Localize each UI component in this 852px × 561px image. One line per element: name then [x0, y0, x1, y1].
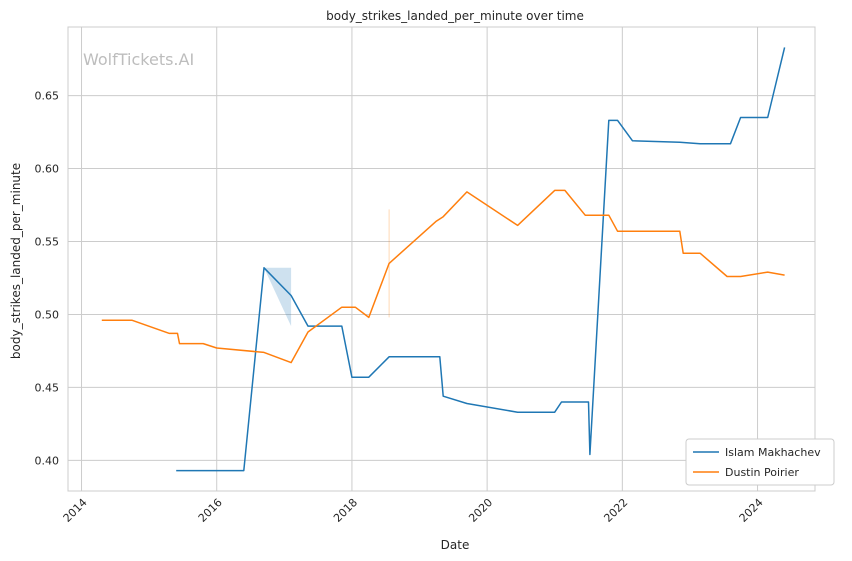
y-axis-ticks: 0.40 0.45 0.50 0.55 0.60 0.65 [35, 90, 60, 468]
legend-label-islam-makhachev: Islam Makhachev [725, 446, 821, 459]
series-line-islam-makhachev [176, 47, 786, 472]
grid [68, 27, 815, 491]
legend: Islam Makhachev Dustin Poirier [685, 438, 835, 486]
y-tick-label: 0.50 [35, 308, 60, 321]
y-tick-label: 0.40 [35, 454, 60, 467]
y-axis-label: body_strikes_landed_per_minute [9, 163, 23, 359]
band-islam-makhachev [264, 267, 292, 327]
y-tick-label: 0.45 [35, 381, 60, 394]
legend-frame [685, 438, 835, 486]
watermark: WolfTickets.AI [83, 50, 194, 69]
y-tick-label: 0.60 [35, 163, 60, 176]
chart-title: body_strikes_landed_per_minute over time [326, 9, 584, 23]
series-line-dustin-poirier [101, 189, 785, 364]
y-tick-label: 0.65 [35, 90, 60, 103]
series-lines [101, 47, 786, 472]
legend-label-dustin-poirier: Dustin Poirier [725, 466, 799, 479]
y-tick-label: 0.55 [35, 235, 60, 248]
x-axis-label: Date [441, 538, 470, 552]
plot-area [67, 26, 816, 492]
